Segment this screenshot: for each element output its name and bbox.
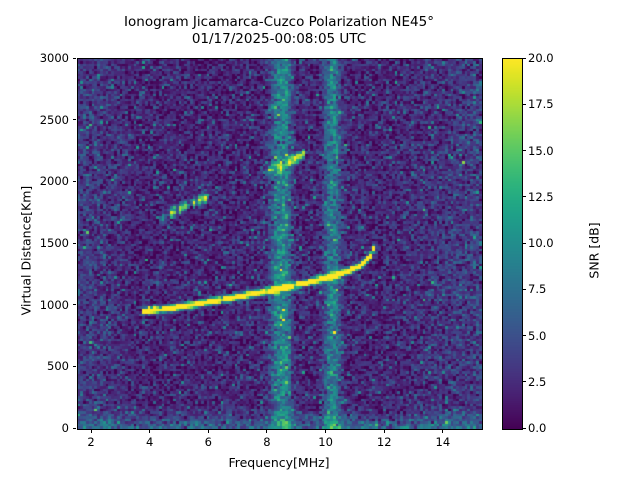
colorbar-tick-label: 10.0 <box>528 236 554 250</box>
ionogram-plot-area[interactable] <box>77 58 483 430</box>
y-tick-label: 1000 <box>39 297 69 312</box>
y-tick-mark <box>72 119 76 121</box>
colorbar-tick-label: 12.5 <box>528 189 554 204</box>
colorbar-tick-mark <box>522 196 526 198</box>
x-tick-mark <box>149 429 151 433</box>
colorbar[interactable] <box>502 58 523 430</box>
x-tick-label: 8 <box>263 435 271 449</box>
y-tick-mark <box>72 57 76 59</box>
ionogram-heatmap-canvas[interactable] <box>78 59 482 429</box>
x-tick-label: 6 <box>204 435 213 449</box>
y-tick-mark <box>72 242 76 244</box>
colorbar-tick-label: 15.0 <box>528 143 554 158</box>
colorbar-tick-label: 0.0 <box>528 421 547 435</box>
y-tick-label: 500 <box>47 359 69 374</box>
y-tick-label: 2000 <box>39 174 69 189</box>
x-tick-mark <box>325 429 327 433</box>
colorbar-tick-label: 7.5 <box>528 282 547 297</box>
x-tick-label: 4 <box>146 435 154 449</box>
colorbar-tick-mark <box>522 150 526 151</box>
y-tick-mark <box>72 427 76 429</box>
y-tick-label: 1500 <box>39 236 69 250</box>
x-tick-label: 2 <box>87 435 95 449</box>
colorbar-label: SNR [dB] <box>586 222 602 279</box>
y-tick-label: 3000 <box>39 51 69 65</box>
colorbar-tick-mark <box>522 427 526 429</box>
x-tick-mark <box>442 429 444 433</box>
x-tick-mark <box>383 429 385 433</box>
colorbar-tick-mark <box>522 242 526 244</box>
x-tick-mark <box>266 429 268 433</box>
colorbar-tick-mark <box>522 381 526 383</box>
y-tick-mark <box>72 304 76 306</box>
page-title: Ionogram Jicamarca-Cuzco Polarization NE… <box>124 14 434 47</box>
x-tick-mark <box>90 429 92 433</box>
y-tick-mark <box>72 180 76 182</box>
colorbar-gradient <box>503 59 522 429</box>
y-tick-label: 2500 <box>39 112 69 127</box>
colorbar-tick-mark <box>522 103 526 105</box>
x-tick-label: 10 <box>318 435 333 449</box>
colorbar-tick-label: 20.0 <box>528 51 554 65</box>
x-tick-mark <box>207 429 209 433</box>
x-axis-label: Frequency[MHz] <box>228 455 330 470</box>
colorbar-tick-mark <box>522 288 526 290</box>
colorbar-tick-mark <box>522 57 526 59</box>
colorbar-tick-mark <box>522 335 526 336</box>
x-tick-label: 14 <box>435 435 451 449</box>
x-tick-label: 12 <box>376 435 392 449</box>
colorbar-tick-label: 17.5 <box>528 97 554 112</box>
y-tick-mark <box>72 365 76 367</box>
colorbar-tick-label: 2.5 <box>528 374 547 389</box>
colorbar-tick-label: 5.0 <box>528 328 547 343</box>
y-tick-label: 0 <box>61 421 69 435</box>
